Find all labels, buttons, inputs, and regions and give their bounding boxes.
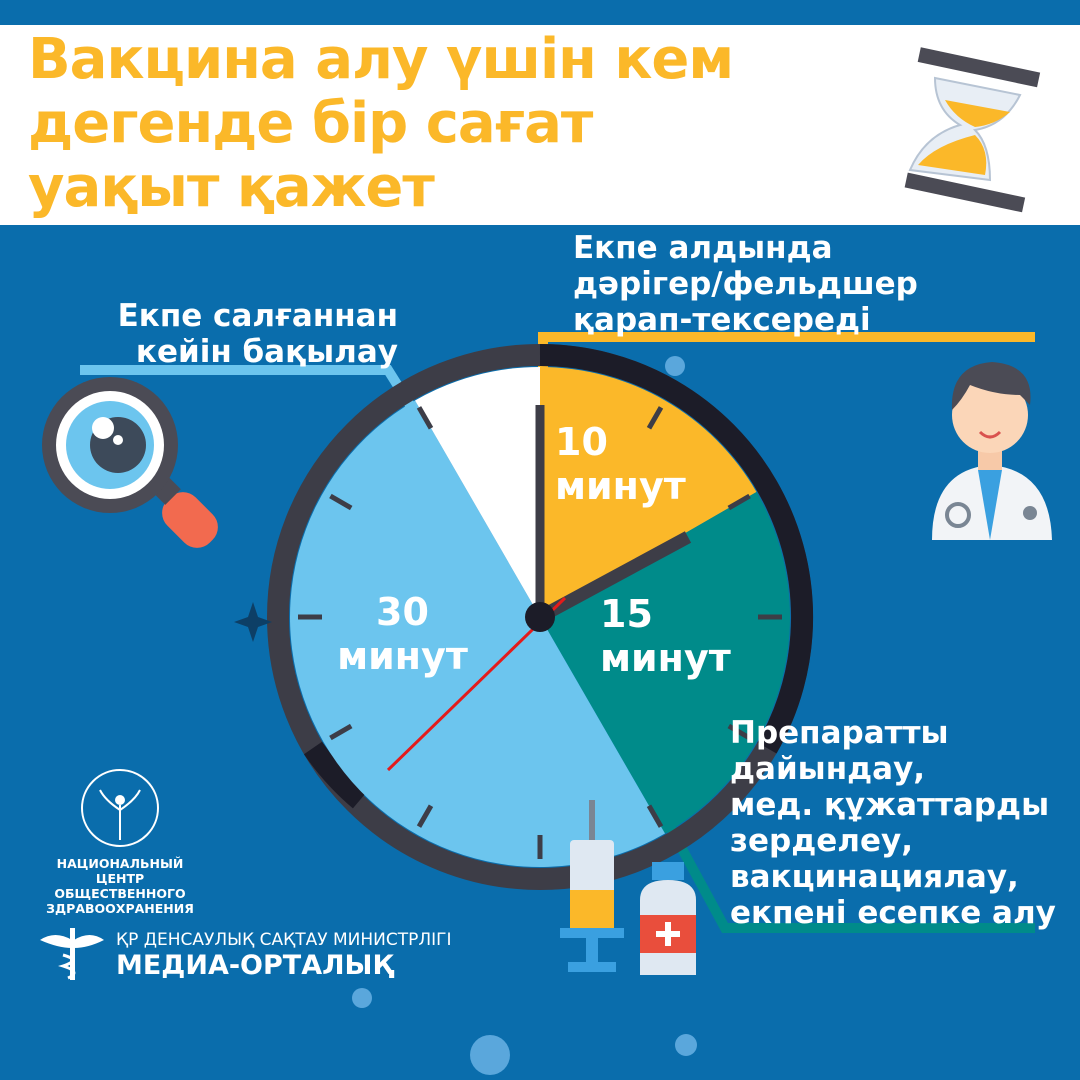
doctor-label: Екпе алдында дәрігер/фельдшер қарап-текс…	[573, 230, 918, 338]
logo-line: ОБЩЕСТВЕННОГО	[54, 886, 186, 901]
preparation-label: Препаратты дайындау, мед. құжаттарды зер…	[730, 715, 1056, 931]
clock-tick	[416, 804, 434, 828]
segment-unit: минут	[555, 464, 686, 508]
media-center-text: МЕДИА-ОРТАЛЫҚ	[116, 950, 394, 981]
ministry-text: ҚР ДЕНСАУЛЫҚ САҚТАУ МИНИСТРЛІГІ	[116, 930, 452, 950]
virus-icon	[352, 356, 697, 1075]
label-line: Екпе салғаннан	[117, 298, 398, 334]
logo-line: ЗДРАВООХРАНЕНИЯ	[46, 901, 194, 916]
label-line: вакцинациялау,	[730, 859, 1019, 895]
observation-label: Екпе салғаннан кейін бақылау	[118, 298, 398, 370]
sparkle-icon	[234, 602, 272, 642]
label-line: дайындау,	[730, 751, 926, 787]
clock-segment	[540, 367, 757, 617]
clock-segment	[290, 400, 665, 868]
label-line: зерделеу,	[730, 823, 914, 859]
caduceus-icon	[40, 928, 104, 980]
segment-minutes: 15	[600, 592, 653, 636]
hour-hand	[536, 531, 692, 623]
label-line: қарап-тексереді	[573, 302, 871, 338]
label-line: мед. құжаттарды	[730, 787, 1050, 823]
title-line: Вакцина алу үшін кем	[28, 27, 734, 92]
clock-tick	[329, 723, 353, 741]
clock-tick	[646, 804, 664, 828]
vial-icon	[640, 862, 696, 975]
clock-tick	[329, 493, 353, 511]
doctor-icon	[932, 362, 1052, 540]
syringe-icon	[560, 800, 624, 972]
segment-unit: минут	[337, 634, 468, 678]
label-line: Екпе алдында	[573, 230, 833, 266]
hourglass-icon	[890, 35, 1060, 213]
preparation-connector	[657, 809, 1035, 933]
label-line: дәрігер/фельдшер	[573, 266, 918, 302]
label-line: Препаратты	[730, 715, 949, 751]
logo-line: НАЦИОНАЛЬНЫЙ ЦЕНТР	[56, 856, 184, 886]
segment-unit: минут	[600, 636, 731, 680]
clock-tick	[727, 723, 751, 741]
clock-center	[525, 602, 555, 632]
label-line: екпені есепке алу	[730, 895, 1056, 931]
clock-tick	[727, 493, 751, 511]
segment-minutes: 30	[376, 590, 429, 634]
tree-logo-icon	[81, 769, 159, 847]
clock-segment	[540, 492, 791, 834]
title-line: уақыт қажет	[28, 155, 435, 220]
clock-segment	[415, 367, 540, 617]
magnifier-eye-icon	[42, 377, 218, 548]
segment-label-10: 10 минут	[555, 420, 686, 508]
segment-label-30: 30 минут	[325, 590, 480, 678]
clock-tick	[646, 406, 664, 430]
clock-tick	[416, 406, 434, 430]
title-line: дегенде бір сағат	[28, 91, 593, 156]
segment-label-15: 15 минут	[600, 592, 731, 680]
ncph-logo-text: НАЦИОНАЛЬНЫЙ ЦЕНТР ОБЩЕСТВЕННОГО ЗДРАВОО…	[40, 856, 200, 916]
segment-minutes: 10	[555, 420, 608, 464]
page-title: Вакцина алу үшін кем дегенде бір сағат у…	[28, 27, 734, 220]
label-line: кейін бақылау	[135, 334, 398, 370]
